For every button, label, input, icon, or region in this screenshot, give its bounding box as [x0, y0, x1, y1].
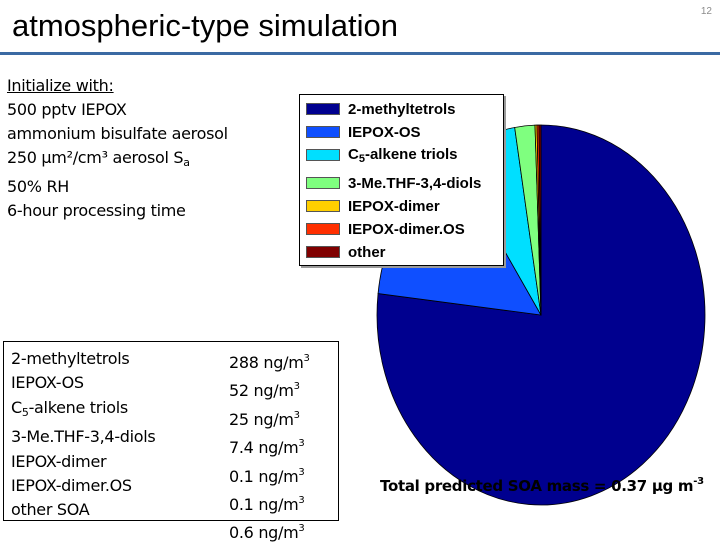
- pie-slice-other: [538, 124, 542, 316]
- mass-value-text: 0.1 ng/m: [229, 495, 299, 515]
- mass-table: 2-methyltetrols IEPOX-OS C5-alkene triol…: [3, 341, 339, 542]
- species-name: other SOA: [11, 500, 90, 520]
- condition-line-text: 250 µm²/cm³ aerosol S: [7, 148, 184, 167]
- superscript: 3: [298, 495, 305, 507]
- species-name: C5-alkene triols: [11, 396, 155, 425]
- species-name: IEPOX-dimer: [11, 451, 107, 471]
- mass-value: 0.1 ng/m3: [229, 489, 310, 517]
- mass-value: 0.1 ng/m3: [229, 461, 310, 489]
- legend-swatch: [306, 103, 340, 115]
- superscript: 3: [303, 353, 310, 364]
- mass-value-text: 7.4 ng/m: [229, 438, 299, 458]
- title-divider: [0, 52, 720, 55]
- mass-value: 7.4 ng/m3: [229, 432, 310, 460]
- total-soa-text: Total predicted SOA mass = 0.37 µg m: [380, 477, 694, 495]
- legend-swatch: [306, 149, 340, 161]
- species-name: IEPOX-dimer.OS: [11, 476, 132, 496]
- mass-value-text: 0.1 ng/m: [229, 466, 299, 486]
- legend-label: C5-alkene triols: [348, 146, 458, 165]
- condition-line: 6-hour processing time: [7, 201, 186, 220]
- legend-item: IEPOX-dimer: [306, 196, 440, 216]
- species-name: 2-methyltetrols: [11, 349, 130, 368]
- legend-swatch: [306, 246, 340, 258]
- superscript: 3: [293, 409, 300, 421]
- initial-conditions: Initialize with: 500 pptv IEPOX ammonium…: [7, 74, 228, 223]
- mass-value: 0.6 ng/m3: [229, 517, 310, 545]
- legend-item: 3-Me.THF-3,4-diols: [306, 173, 481, 193]
- condition-line: 500 pptv IEPOX: [7, 100, 127, 119]
- superscript: 3: [298, 438, 305, 450]
- condition-line: 50% RH: [7, 177, 69, 196]
- superscript: 3: [298, 523, 305, 535]
- mass-value-text: 288 ng/m: [229, 353, 304, 372]
- initial-conditions-heading: Initialize with:: [7, 76, 114, 95]
- legend-item: IEPOX-dimer.OS: [306, 219, 465, 239]
- chart-legend: 2-methyltetrols IEPOX-OS C5-alkene triol…: [299, 94, 504, 266]
- mass-value: 25 ng/m3: [229, 404, 310, 432]
- superscript: 3: [298, 466, 305, 478]
- legend-item: other: [306, 242, 386, 262]
- legend-swatch: [306, 126, 340, 138]
- species-name: IEPOX-OS: [11, 373, 84, 393]
- species-column: 2-methyltetrols IEPOX-OS C5-alkene triol…: [11, 347, 156, 523]
- legend-swatch: [306, 223, 340, 235]
- species-name-text: C: [11, 397, 22, 417]
- mass-value-text: 25 ng/m: [229, 409, 294, 429]
- legend-label-text: -alkene triols: [364, 145, 458, 163]
- subscript: a: [183, 156, 190, 169]
- subscript: 5: [21, 405, 29, 419]
- legend-label: other: [348, 243, 386, 261]
- mass-value: 288 ng/m3: [229, 347, 310, 375]
- slide-title: atmospheric-type simulation: [12, 8, 398, 43]
- mass-value-text: 0.6 ng/m: [229, 523, 299, 543]
- legend-label: IEPOX-OS: [348, 123, 421, 141]
- legend-swatch: [306, 200, 340, 212]
- legend-item: IEPOX-OS: [306, 122, 421, 142]
- legend-label-text: C: [348, 145, 359, 163]
- total-soa-mass: Total predicted SOA mass = 0.37 µg m-3: [380, 476, 704, 495]
- mass-column: 288 ng/m3 52 ng/m3 25 ng/m3 7.4 ng/m3 0.…: [229, 347, 310, 546]
- legend-label: 2-methyltetrols: [348, 100, 456, 118]
- page-number: 12: [700, 6, 712, 17]
- legend-swatch: [306, 177, 340, 189]
- legend-item: 2-methyltetrols: [306, 99, 456, 119]
- species-name: 3-Me.THF-3,4-diols: [11, 427, 156, 447]
- mass-value: 52 ng/m3: [229, 375, 310, 403]
- legend-label: IEPOX-dimer.OS: [348, 220, 465, 238]
- superscript: 3: [293, 381, 300, 393]
- mass-value-text: 52 ng/m: [229, 381, 294, 401]
- superscript: -3: [693, 476, 704, 487]
- legend-label: IEPOX-dimer: [348, 197, 440, 215]
- condition-line: ammonium bisulfate aerosol: [7, 124, 228, 143]
- species-name-text: -alkene triols: [28, 397, 129, 417]
- legend-item: C5-alkene triols: [306, 145, 458, 165]
- condition-line: 250 µm²/cm³ aerosol Sa: [7, 146, 228, 175]
- legend-label: 3-Me.THF-3,4-diols: [348, 174, 482, 192]
- subscript: 5: [358, 152, 365, 165]
